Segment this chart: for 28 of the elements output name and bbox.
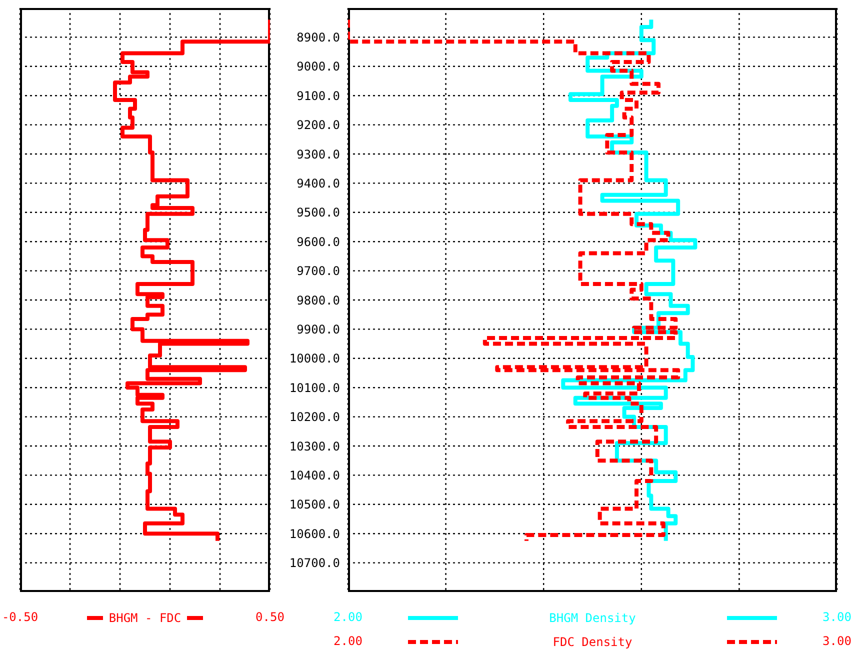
y-tick-label: 9500.0 [296, 206, 340, 220]
text: 3.00 [822, 634, 852, 648]
y-tick-label: 10600.0 [289, 526, 340, 541]
y-tick-label: 9600.0 [296, 234, 340, 249]
text: BHGM Density [549, 611, 636, 625]
text: 2.00 [334, 634, 362, 648]
y-tick-label: 10100.0 [289, 380, 340, 395]
legend-label: BHGM - FDC [108, 611, 182, 625]
x-tick-label: 0.50 [256, 610, 284, 624]
y-tick-label: 9800.0 [296, 293, 340, 308]
y-tick-label: 8900.0 [296, 30, 340, 44]
y-tick-label: 10500.0 [289, 498, 340, 512]
y-tick-label: 9400.0 [296, 176, 340, 190]
y-tick-label: 9900.0 [296, 322, 340, 336]
y-tick-label: 10400.0 [289, 468, 340, 482]
x-tick-label: -0.50 [2, 610, 38, 624]
y-tick-label: 9200.0 [296, 118, 340, 132]
x-tick-label: 2.00 [334, 610, 362, 624]
y-tick-label: 10000.0 [289, 352, 340, 366]
y-tick-label: 10300.0 [289, 439, 340, 454]
x-tick-label: 3.00 [822, 610, 852, 624]
y-tick-label: 9000.0 [296, 60, 340, 74]
text: FDC Density [552, 635, 632, 649]
y-tick-label: 10200.0 [289, 410, 340, 424]
y-tick-label: 9300.0 [296, 147, 340, 162]
y-tick-label: 10700.0 [289, 556, 340, 570]
y-tick-label: 9700.0 [296, 264, 340, 278]
y-tick-label: 9100.0 [296, 88, 340, 103]
